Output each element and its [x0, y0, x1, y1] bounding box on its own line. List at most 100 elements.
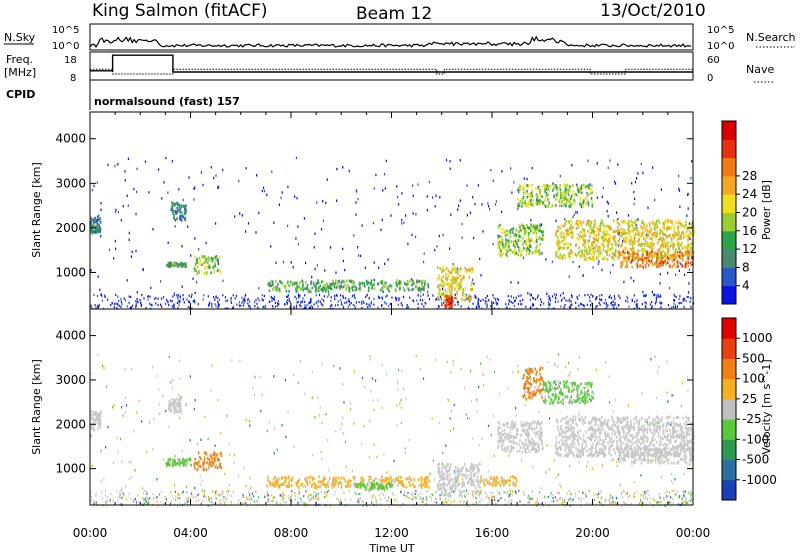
- range-cell: [400, 398, 402, 402]
- range-cell: [570, 300, 572, 303]
- range-cell: [170, 206, 173, 210]
- range-cell: [99, 226, 101, 229]
- range-cell: [215, 490, 217, 493]
- ytick-label: 1000: [55, 265, 86, 279]
- range-cell: [659, 496, 661, 499]
- range-cell: [301, 300, 304, 303]
- range-cell: [636, 303, 638, 306]
- range-cell: [353, 422, 355, 425]
- range-cell: [300, 501, 302, 504]
- range-cell: [515, 406, 517, 410]
- range-cell: [571, 230, 573, 234]
- range-cell: [319, 300, 321, 303]
- range-cell: [425, 476, 428, 480]
- range-cell: [417, 493, 419, 496]
- range-cell: [528, 497, 531, 500]
- range-cell: [666, 243, 668, 247]
- range-cell: [362, 500, 364, 504]
- range-cell: [521, 199, 523, 203]
- range-cell: [536, 199, 539, 203]
- range-cell: [581, 234, 583, 238]
- range-cell: [672, 502, 674, 505]
- range-cell: [535, 187, 537, 191]
- range-cell: [223, 496, 225, 499]
- range-cell: [180, 265, 182, 268]
- range-cell: [218, 303, 220, 306]
- range-cell: [395, 281, 398, 285]
- range-cell: [527, 501, 529, 504]
- range-cell: [657, 293, 659, 296]
- range-cell: [571, 232, 574, 236]
- range-cell: [691, 256, 693, 259]
- range-cell: [493, 301, 495, 305]
- range-cell: [304, 502, 306, 505]
- range-cell: [561, 502, 563, 505]
- range-cell: [203, 490, 206, 493]
- range-cell: [297, 496, 299, 499]
- range-cell: [179, 296, 181, 299]
- range-cell: [278, 477, 281, 480]
- range-cell: [555, 499, 558, 502]
- range-cell: [133, 430, 135, 433]
- range-cell: [565, 299, 567, 302]
- range-cell: [401, 483, 404, 487]
- range-cell: [670, 242, 672, 246]
- range-cell: [409, 476, 411, 480]
- range-cell: [641, 392, 643, 395]
- range-cell: [345, 279, 348, 283]
- range-cell: [636, 265, 639, 269]
- range-cell: [618, 243, 621, 246]
- range-cell: [332, 282, 335, 286]
- range-cell: [177, 496, 179, 500]
- range-cell: [451, 278, 454, 282]
- range-cell: [518, 188, 521, 192]
- range-cell: [388, 289, 391, 293]
- range-cell: [556, 188, 559, 191]
- range-cell: [208, 264, 211, 267]
- range-cell: [690, 246, 692, 250]
- range-cell: [640, 225, 642, 228]
- range-cell: [178, 263, 180, 267]
- range-cell: [642, 290, 644, 294]
- range-cell: [655, 297, 657, 300]
- range-cell: [531, 229, 533, 233]
- range-cell: [572, 434, 575, 438]
- range-cell: [272, 477, 275, 481]
- range-cell: [130, 306, 132, 309]
- range-cell: [243, 466, 245, 470]
- range-cell: [271, 500, 273, 503]
- range-cell: [671, 259, 674, 263]
- range-cell: [205, 468, 208, 472]
- range-cell: [537, 227, 540, 231]
- range-cell: [560, 235, 562, 239]
- range-cell: [426, 475, 429, 479]
- range-cell: [612, 258, 615, 262]
- range-cell: [464, 287, 467, 290]
- range-cell: [358, 497, 360, 500]
- range-cell: [436, 245, 438, 248]
- range-cell: [317, 279, 319, 282]
- velocity-background: [90, 309, 693, 505]
- range-cell: [513, 181, 515, 184]
- range-cell: [502, 246, 504, 249]
- range-cell: [311, 478, 314, 482]
- range-cell: [445, 266, 448, 270]
- range-cell: [275, 305, 277, 308]
- range-cell: [450, 500, 452, 503]
- range-cell: [475, 496, 477, 500]
- range-cell: [557, 229, 559, 232]
- range-cell: [159, 412, 161, 415]
- power-colorbar-label: Power [dB]: [760, 180, 773, 240]
- range-cell: [614, 250, 617, 254]
- range-cell: [303, 217, 305, 220]
- range-cell: [270, 284, 272, 288]
- range-cell: [149, 497, 151, 500]
- range-cell: [686, 375, 689, 379]
- range-cell: [625, 299, 627, 302]
- range-cell: [457, 208, 459, 211]
- range-cell: [140, 302, 142, 305]
- range-cell: [396, 185, 398, 188]
- range-cell: [308, 476, 310, 480]
- range-cell: [572, 260, 574, 264]
- range-cell: [263, 189, 266, 193]
